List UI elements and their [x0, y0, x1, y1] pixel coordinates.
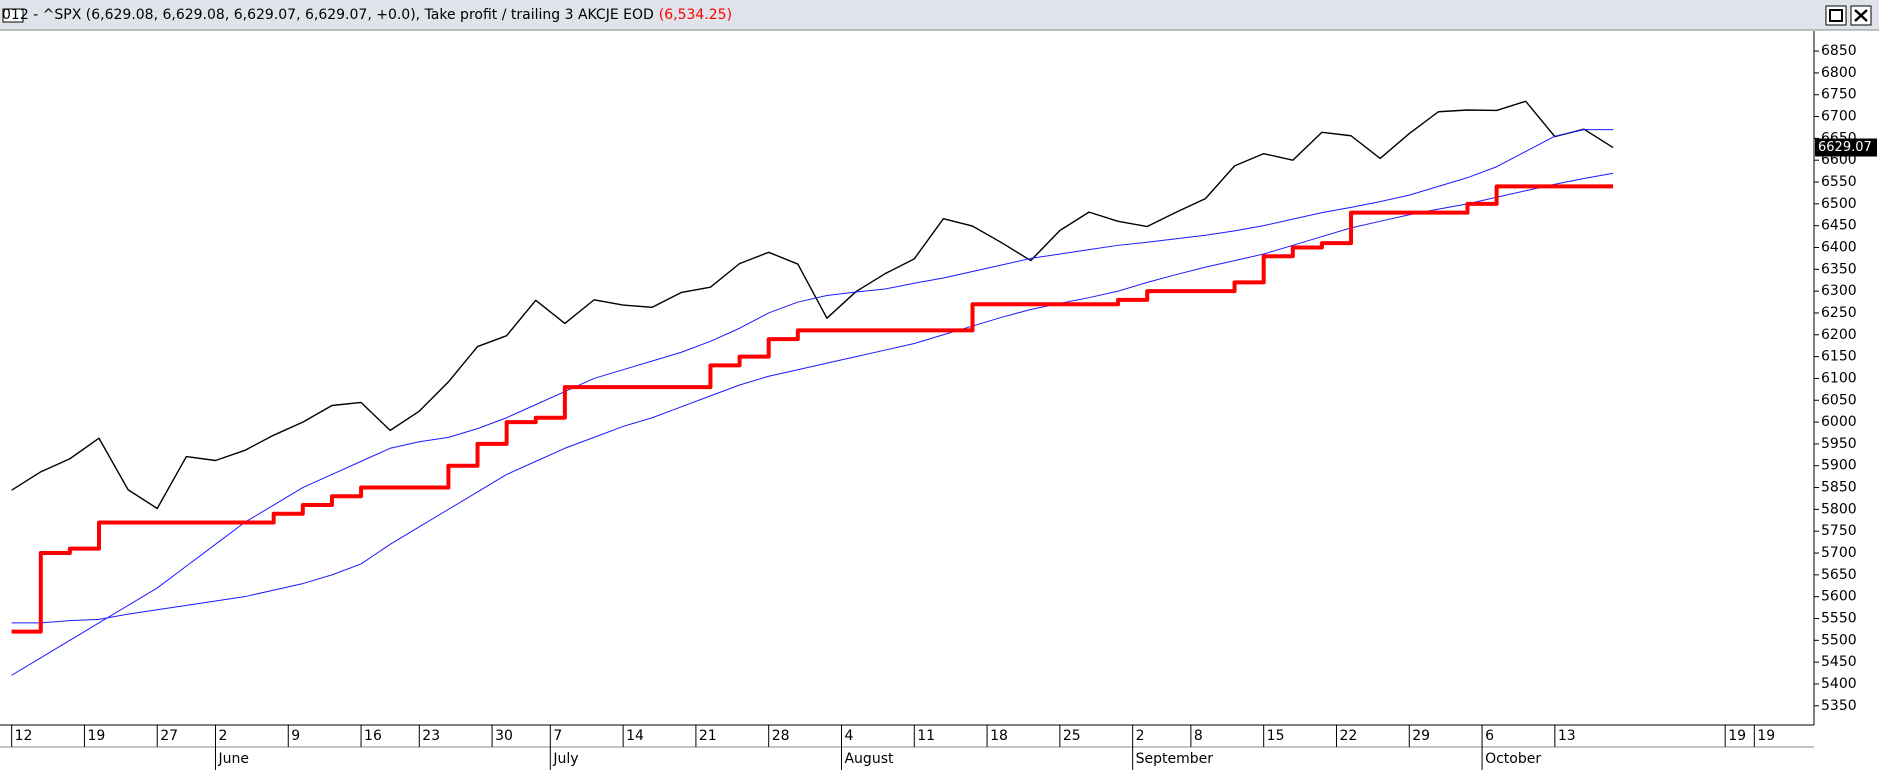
x-tick-label: 4: [844, 728, 853, 744]
close-button[interactable]: [1850, 5, 1872, 26]
y-tick-label: 6400: [1821, 239, 1857, 255]
series-line: [11, 129, 1614, 676]
y-tick-label: 5650: [1821, 567, 1857, 583]
y-tick-label: 5500: [1821, 632, 1857, 648]
maximize-button[interactable]: [1825, 5, 1847, 26]
series-line: [11, 172, 1614, 624]
x-tick-label: 2: [218, 728, 227, 744]
y-tick-label: 5750: [1821, 523, 1857, 539]
title-value: (6,534.25): [659, 7, 732, 23]
month-label: October: [1485, 751, 1541, 767]
last-price-label: 6629.07: [1818, 140, 1872, 155]
y-tick-label: 6550: [1821, 174, 1857, 190]
x-tick-label: 16: [364, 728, 382, 744]
x-tick-label: 25: [1063, 728, 1081, 744]
y-tick-label: 6050: [1821, 392, 1857, 408]
x-tick-label: 8: [1194, 728, 1203, 744]
y-tick-label: 6350: [1821, 261, 1857, 277]
title-main: 012 - ^SPX (6,629.08, 6,629.08, 6,629.07…: [2, 7, 654, 23]
y-tick-label: 6250: [1821, 305, 1857, 321]
x-tick-label: 12: [15, 728, 33, 744]
window-icon: [2, 8, 24, 23]
x-tick-label: 28: [772, 728, 790, 744]
y-tick-label: 6450: [1821, 218, 1857, 234]
month-label: August: [844, 751, 894, 767]
x-tick-label: 19: [1757, 728, 1775, 744]
y-tick-label: 6500: [1821, 196, 1857, 212]
y-tick-label: 5800: [1821, 501, 1857, 517]
month-label: September: [1136, 751, 1214, 767]
y-tick-label: 5950: [1821, 436, 1857, 452]
x-tick-label: 18: [990, 728, 1008, 744]
y-tick-label: 5450: [1821, 654, 1857, 670]
x-tick-label: 2: [1136, 728, 1145, 744]
series-line: [11, 184, 1614, 634]
chart-title: 012 - ^SPX (6,629.08, 6,629.08, 6,629.07…: [2, 7, 732, 23]
plot-area: [11, 100, 1614, 676]
x-tick-label: 6: [1485, 728, 1494, 744]
x-tick-label: 14: [626, 728, 644, 744]
y-tick-label: 5600: [1821, 589, 1857, 605]
x-tick-label: 30: [495, 728, 513, 744]
y-tick-label: 6800: [1821, 65, 1857, 81]
x-tick-label: 11: [917, 728, 935, 744]
y-tick-label: 6000: [1821, 414, 1857, 430]
x-tick-label: 23: [422, 728, 440, 744]
month-label: June: [217, 751, 249, 767]
y-tick-label: 6700: [1821, 109, 1857, 125]
y-tick-label: 5900: [1821, 458, 1857, 474]
x-tick-label: 13: [1558, 728, 1576, 744]
month-label: July: [552, 751, 578, 767]
y-tick-label: 6300: [1821, 283, 1857, 299]
y-tick-label: 5700: [1821, 545, 1857, 561]
y-tick-label: 5350: [1821, 698, 1857, 714]
y-tick-label: 6850: [1821, 43, 1857, 59]
x-tick-label: 9: [291, 728, 300, 744]
y-tick-label: 6750: [1821, 87, 1857, 103]
y-tick-label: 5850: [1821, 480, 1857, 496]
y-tick-label: 6200: [1821, 327, 1857, 343]
last-price-box: [1815, 138, 1877, 157]
series-line: [11, 100, 1614, 510]
x-tick-label: 22: [1339, 728, 1357, 744]
y-tick-label: 6150: [1821, 349, 1857, 365]
y-tick-label: 5550: [1821, 610, 1857, 626]
y-tick-label: 6100: [1821, 370, 1857, 386]
x-tick-label: 29: [1412, 728, 1430, 744]
x-tick-label: 27: [160, 728, 178, 744]
x-tick-label: 21: [699, 728, 717, 744]
title-bar: [0, 0, 1879, 30]
x-tick-label: 7: [553, 728, 562, 744]
x-tick-label: 19: [1728, 728, 1746, 744]
x-tick-label: 19: [87, 728, 105, 744]
y-tick-label: 5400: [1821, 676, 1857, 692]
x-tick-label: 15: [1267, 728, 1285, 744]
